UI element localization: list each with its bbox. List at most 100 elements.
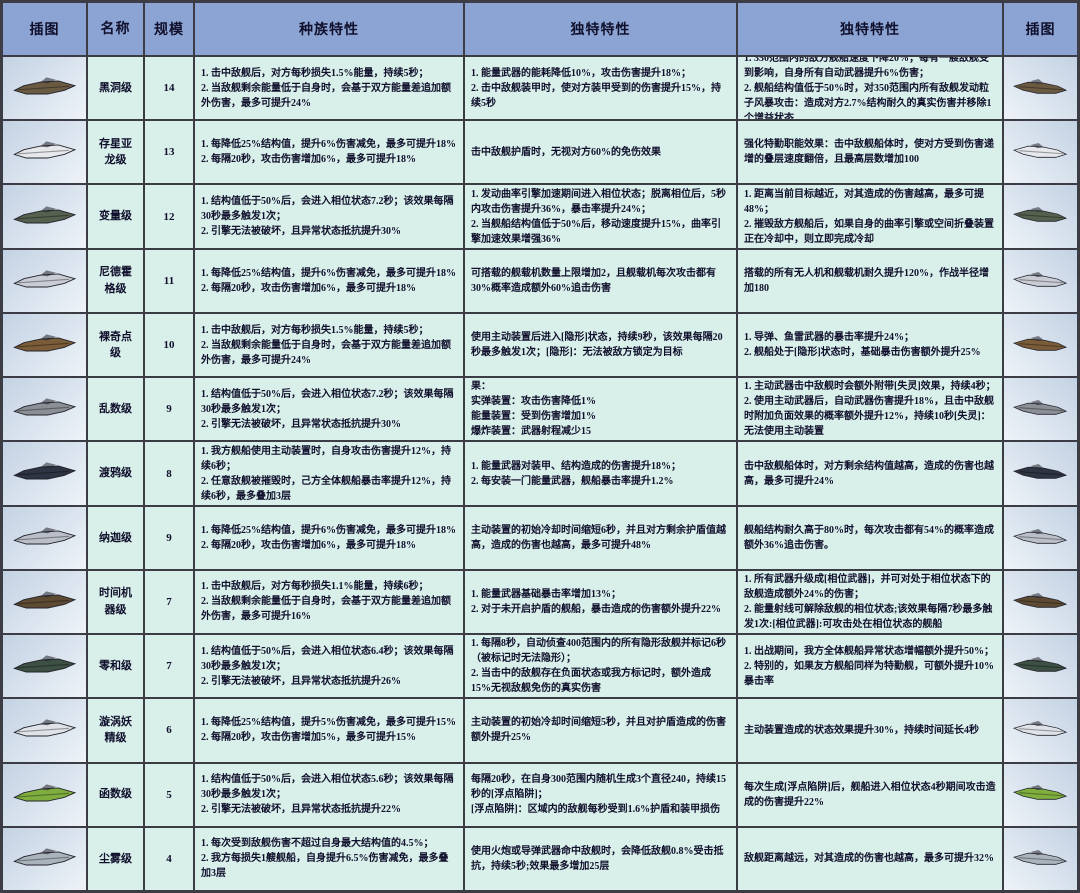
ship-icon [13,527,77,545]
unique-trait-1: 使用主动装置后进入[隐形]状态，持续9秒，该效果每隔20秒最多触发1次；[隐形]… [464,312,737,378]
racial-trait: 1. 击中敌舰后，对方每秒损失1.5%能量，持续5秒； 2. 当敌舰剩余能量低于… [194,312,464,378]
ship-name: 黑洞级 [87,56,144,121]
ship-name: 零和级 [87,634,144,699]
ship-illustration-right [1003,312,1078,378]
ship-scale: 11 [144,248,194,313]
ship-illustration-right [1003,441,1078,506]
unique-trait-1: 1. 每隔8秒，自动侦查400范围内的所有隐形敌舰并标记6秒（被标记时无法隐形）… [464,634,737,699]
racial-trait: 1. 每降低25%结构值，提升6%伤害减免，最多可提升18% 2. 每隔20秒，… [194,248,464,313]
unique-trait-1: 使用火炮或导弹武器命中敌舰时，会降低敌舰0.8%受击抵抗，持续5秒;效果最多增加… [464,826,737,892]
ship-illustration-right [1003,569,1078,635]
ship-name: 存星亚龙级 [87,120,144,185]
unique-trait-1: 主动装置的初始冷却时间缩短5秒，并且对护盾造成的伤害额外提升25% [464,698,737,763]
unique-trait-1: 主动装置的初始冷却时间缩短6秒，并且对方剩余护盾值越高，造成的伤害也越高，最多可… [464,505,737,570]
ship-scale: 13 [144,120,194,185]
ship-icon [1013,207,1068,223]
ship-illustration-left [2,634,87,699]
ship-name: 乱数级 [87,377,144,442]
ship-icon [1013,849,1068,865]
table-row: 漩涡妖精级 6 1. 每降低25%结构值，提升5%伤害减免，最多可提升15% 2… [2,698,1078,763]
unique-trait-2: 搭载的所有无人机和舰载机耐久提升120%，作战半径增加180 [737,248,1003,313]
ship-icon [13,398,77,416]
ship-icon [1013,78,1068,94]
ship-illustration-left [2,698,87,763]
unique-trait-2: 1. 出战期间，我方全体舰船异常状态增幅额外提升50%； 2. 特别的，如果友方… [737,634,1003,699]
ship-scale: 5 [144,762,194,827]
ship-scale: 9 [144,505,194,570]
table-row: 时间机器级 7 1. 击中敌舰后，对方每秒损失1.1%能量，持续6秒； 2. 当… [2,569,1078,635]
ship-illustration-left [2,312,87,378]
ship-name: 裸奇点级 [87,312,144,378]
ship-scale: 8 [144,441,194,506]
ship-scale: 7 [144,569,194,635]
racial-trait: 1. 每降低25%结构值，提升6%伤害减免，最多可提升18% 2. 每隔20秒，… [194,505,464,570]
ship-illustration-right [1003,762,1078,827]
table-row: 裸奇点级 10 1. 击中敌舰后，对方每秒损失1.5%能量，持续5秒； 2. 当… [2,312,1078,378]
ship-scale: 4 [144,826,194,892]
header-unique-trait-1: 独特特性 [464,2,737,56]
ship-scale: 14 [144,56,194,121]
ship-illustration-left [2,120,87,185]
ship-name: 变量级 [87,184,144,249]
ship-icon [1013,271,1068,287]
table-row: 黑洞级 14 1. 击中敌舰后，对方每秒损失1.5%能量，持续5秒； 2. 当敌… [2,56,1078,121]
ship-icon [1013,592,1068,608]
ship-icon [1013,400,1068,415]
table-body: 黑洞级 14 1. 击中敌舰后，对方每秒损失1.5%能量，持续5秒； 2. 当敌… [2,56,1078,892]
header-racial-trait: 种族特性 [194,2,464,56]
table-header: 插图 名称 规模 种族特性 独特特性 独特特性 插图 [2,2,1078,56]
ship-icon [13,334,77,352]
ship-illustration-right [1003,505,1078,570]
racial-trait: 1. 结构值低于50%后，会进入相位状态6.4秒；该效果每隔30秒最多触发1次；… [194,634,464,699]
racial-trait: 1. 结构值低于50%后，会进入相位状态7.2秒；该效果每隔30秒最多触发1次；… [194,184,464,249]
unique-trait-2: 1. 所有武器升级成[相位武器]，并可对处于相位状态下的敌舰造成额外24%的伤害… [737,569,1003,635]
ship-icon [13,784,77,802]
header-unique-trait-2: 独特特性 [737,2,1003,56]
racial-trait: 1. 结构值低于50%后，会进入相位状态7.2秒；该效果每隔30秒最多触发1次；… [194,377,464,442]
ship-name: 尼德霍格级 [87,248,144,313]
ship-icon [1013,143,1068,158]
ship-illustration-right [1003,248,1078,313]
unique-trait-2: 1. 主动武器击中敌舰时会额外附带[失灵]效果，持续4秒； 2. 使用主动武器后… [737,377,1003,442]
unique-trait-1: 1. 发动曲率引擎加速期间进入相位状态；脱离相位后，5秒内攻击伤害提升36%，暴… [464,184,737,249]
racial-trait: 1. 结构值低于50%后，会进入相位状态5.6秒；该效果每隔30秒最多触发1次；… [194,762,464,827]
ship-illustration-left [2,505,87,570]
ship-scale: 7 [144,634,194,699]
unique-trait-1: 可搭载的舰载机数量上限增加2，且舰载机每次攻击都有30%概率造成额外60%追击伤… [464,248,737,313]
unique-trait-1: 1. 能量武器基础暴击率增加13%； 2. 对于未开启护盾的舰船，暴击造成的伤害… [464,569,737,635]
racial-trait: 1. 击中敌舰后，对方每秒损失1.5%能量，持续5秒； 2. 当敌舰剩余能量低于… [194,56,464,121]
racial-trait: 1. 我方舰船使用主动装置时，自身攻击伤害提升12%，持续6秒； 2. 任意敌舰… [194,441,464,506]
table-row: 渡鸦级 8 1. 我方舰船使用主动装置时，自身攻击伤害提升12%，持续6秒； 2… [2,441,1078,506]
ship-icon [13,591,77,609]
ship-illustration-left [2,569,87,635]
ship-scale: 6 [144,698,194,763]
unique-trait-1: 击中敌舰护盾时，无视对方60%的免伤效果 [464,120,737,185]
table-row: 零和级 7 1. 结构值低于50%后，会进入相位状态6.4秒；该效果每隔30秒最… [2,634,1078,699]
racial-trait: 1. 击中敌舰后，对方每秒损失1.1%能量，持续6秒； 2. 当敌舰剩余能量低于… [194,569,464,635]
ship-name: 渡鸦级 [87,441,144,506]
ship-scale: 9 [144,377,194,442]
ship-icon [1013,335,1068,351]
ship-illustration-right [1003,56,1078,121]
header-illustration-left: 插图 [2,2,87,56]
ship-illustration-right [1003,698,1078,763]
unique-trait-2: 1. 350范围内的敌方舰船速度下降20%；每有一艘敌舰受到影响，自身所有自动武… [737,56,1003,121]
ship-name: 尘雾级 [87,826,144,892]
ship-scale: 12 [144,184,194,249]
ship-illustration-left [2,762,87,827]
unique-trait-1: 1. 能量武器的能耗降低10%，攻击伤害提升18%； 2. 击中敌舰装甲时，使对… [464,56,737,121]
ship-icon [1013,721,1068,736]
ship-icon [1013,464,1068,479]
ship-icon [13,270,77,288]
table-row: 变量级 12 1. 结构值低于50%后，会进入相位状态7.2秒；该效果每隔30秒… [2,184,1078,249]
table-row: 尘雾级 4 1. 每次受到敌舰伤害不超过自身最大结构值的4.5%； 2. 我方每… [2,826,1078,892]
racial-trait: 1. 每降低25%结构值，提升6%伤害减免，最多可提升18% 2. 每隔20秒，… [194,120,464,185]
ship-icon [13,205,77,223]
unique-trait-1: 每隔20秒，在自身300范围内随机生成3个直径240，持续15秒的[浮点陷阱]；… [464,762,737,827]
ship-illustration-left [2,377,87,442]
unique-trait-2: 主动装置造成的状态效果提升30%，持续时间延长4秒 [737,698,1003,763]
unique-trait-1: 1. 能量武器对装甲、结构造成的伤害提升18%； 2. 每安装一门能量武器，舰船… [464,441,737,506]
unique-trait-1: 击中敌舰时，根据武器类型，有24%几率附加以下负面效果： 实弹装置：攻击伤害降低… [464,377,737,442]
ship-scale: 10 [144,312,194,378]
